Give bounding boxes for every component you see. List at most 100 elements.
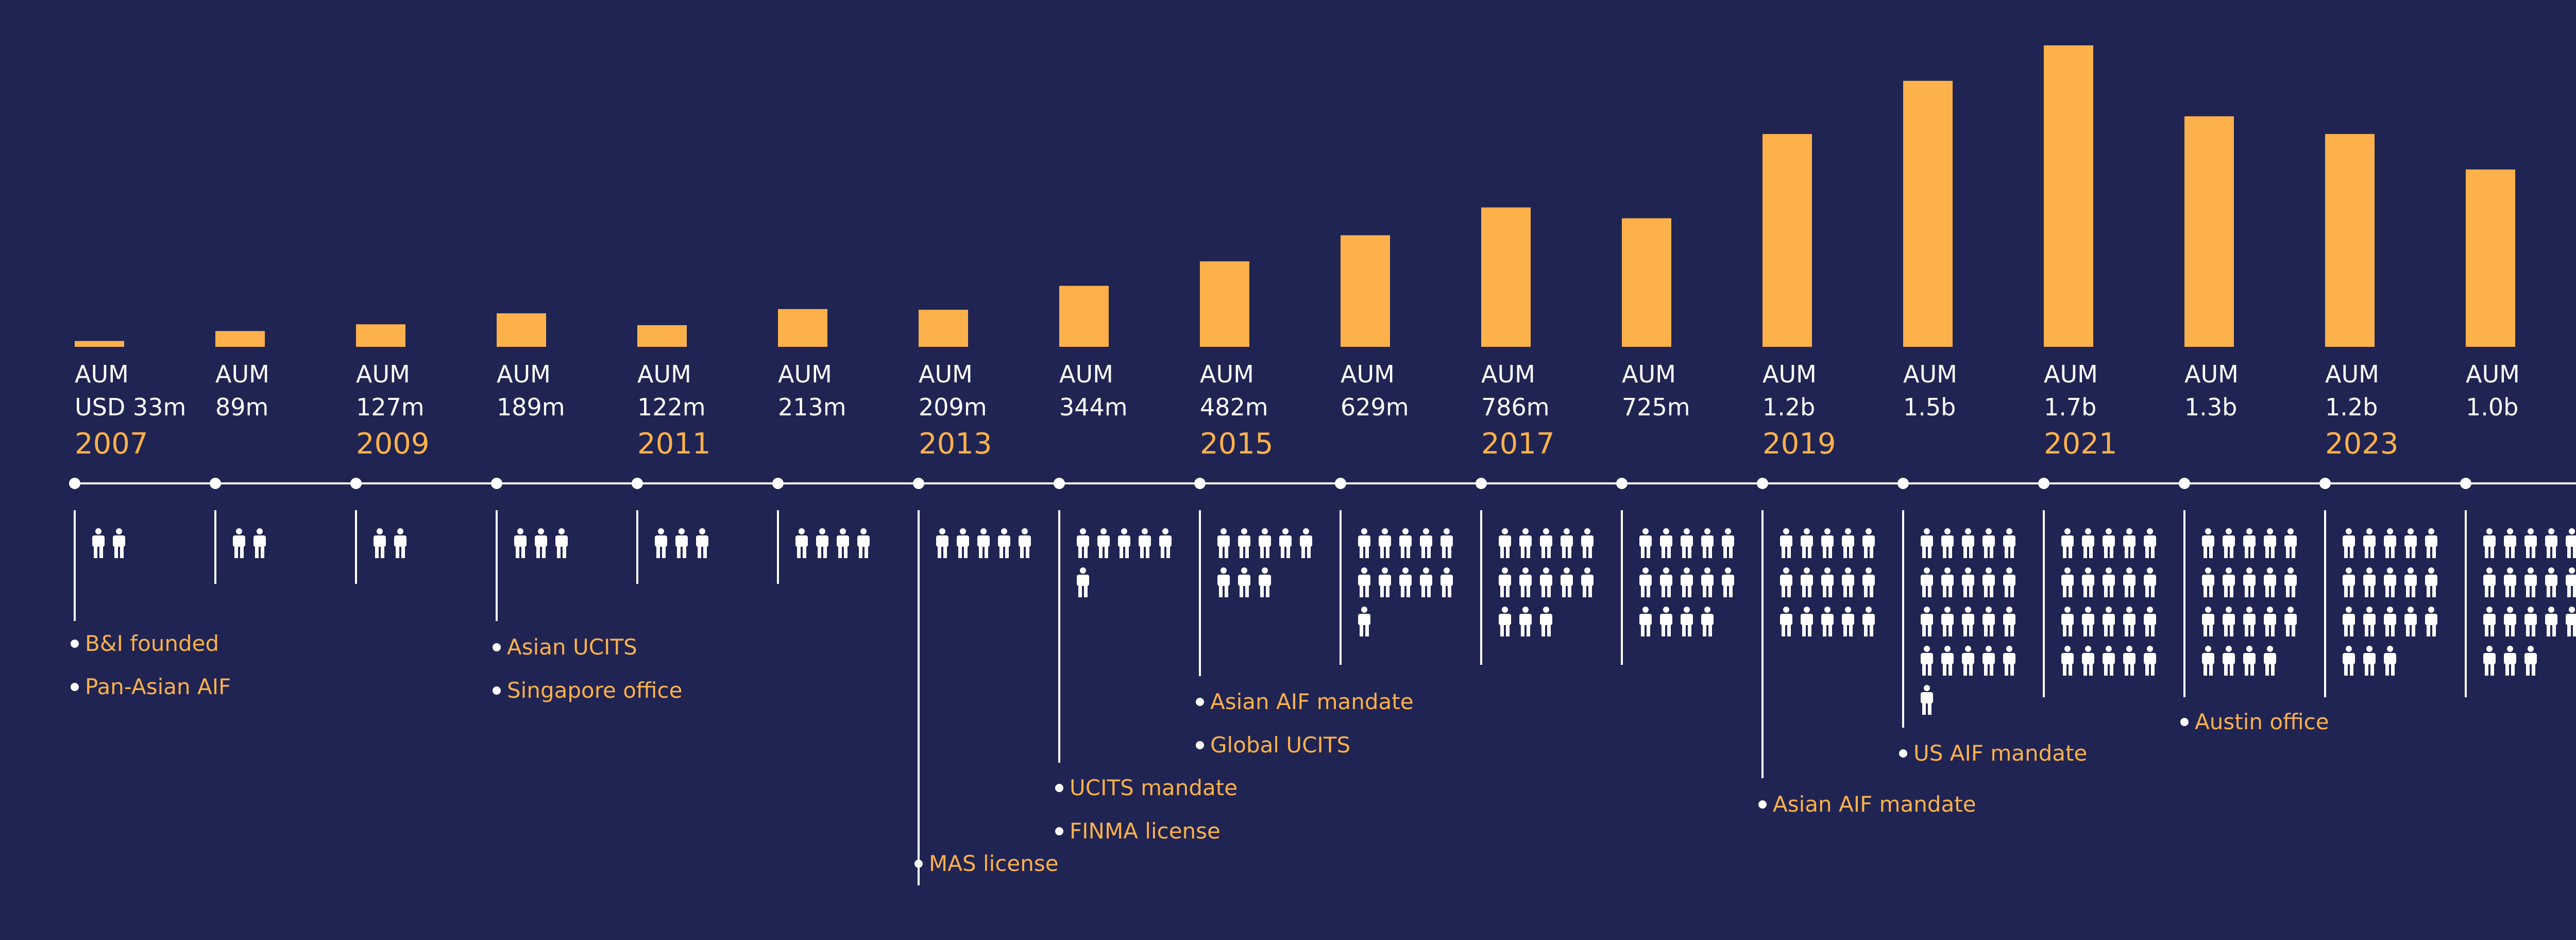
timeline-dot [491, 478, 502, 489]
person-icon [2284, 567, 2297, 597]
person-icon [2425, 607, 2437, 636]
bar-value-label: 344m [1059, 393, 1128, 421]
person-icon [2082, 646, 2094, 676]
person-icon [2061, 567, 2074, 597]
person-icon [1217, 528, 1230, 558]
bar-label-prefix: AUM [215, 360, 269, 388]
person-icon [2524, 646, 2537, 676]
person-icon [1399, 567, 1412, 597]
timeline-dot [1476, 478, 1487, 489]
person-icon [1259, 567, 1271, 597]
person-icon [2243, 607, 2256, 636]
person-icon [92, 528, 105, 558]
person-icon [1581, 567, 1594, 597]
bars-layer [75, 45, 2515, 347]
year-label: 2015 [1200, 427, 1274, 461]
person-icon [1499, 567, 1511, 597]
person-icon [1982, 567, 1995, 597]
person-icon [1962, 567, 1974, 597]
person-icon [977, 528, 990, 558]
person-icon [1300, 528, 1312, 558]
milestone-label: MAS license [929, 851, 1059, 876]
person-icon [1821, 607, 1834, 636]
person-icon [2504, 528, 2516, 558]
person-icon [555, 528, 568, 558]
person-icon [1941, 646, 1954, 676]
milestone-bullet [914, 860, 923, 868]
person-icon [1561, 528, 1573, 558]
person-icon [2061, 528, 2074, 558]
milestone-bullet [1196, 698, 1204, 706]
person-icon [1921, 528, 1933, 558]
bar-value-label: 786m [1481, 393, 1550, 421]
bar-label-prefix: AUM [637, 360, 691, 388]
person-icon [1921, 646, 1933, 676]
bar-2008 [215, 331, 265, 347]
person-icon [1862, 607, 1875, 636]
person-icon [1862, 567, 1875, 597]
timeline-dot [1194, 478, 1206, 489]
bar-value-label: 629m [1341, 393, 1409, 421]
person-icon [2202, 646, 2214, 676]
person-icon [2566, 528, 2576, 558]
person-icon [2264, 646, 2276, 676]
person-icon [2243, 528, 2256, 558]
person-icon [1821, 528, 1834, 558]
person-icon [1660, 528, 1672, 558]
person-icon [2144, 646, 2156, 676]
person-icon [2223, 646, 2235, 676]
bar-value-label: 1.0b [2466, 393, 2518, 421]
person-icon [1982, 646, 1995, 676]
person-icon [2404, 567, 2417, 597]
person-icon [1962, 528, 1974, 558]
timeline-dot [1897, 478, 1909, 489]
bar-label-prefix: AUM [1481, 360, 1535, 388]
person-icon [2103, 528, 2115, 558]
person-icon [1358, 567, 1370, 597]
person-icon [2384, 567, 2396, 597]
person-icon [2144, 528, 2156, 558]
bar-2017 [1481, 207, 1531, 347]
person-icon [1701, 607, 1714, 636]
person-icon [2363, 607, 2376, 636]
bar-label-prefix: AUM [778, 360, 832, 388]
person-icon [2202, 528, 2214, 558]
person-icon [1379, 528, 1391, 558]
milestone-label: Asian AIF mandate [1773, 792, 1976, 817]
person-icon [1238, 567, 1250, 597]
person-icon [2566, 607, 2576, 636]
person-icon [696, 528, 708, 558]
person-icon [1639, 567, 1652, 597]
person-icon [535, 528, 547, 558]
bar-2022 [2184, 116, 2234, 347]
person-icon [374, 528, 386, 558]
bar-label-prefix: AUM [2466, 360, 2520, 388]
person-icon [2483, 607, 2496, 636]
person-icon [1420, 528, 1432, 558]
person-icon [1780, 567, 1792, 597]
person-icon [795, 528, 808, 558]
person-icon [2243, 646, 2256, 676]
person-icon [1019, 528, 1031, 558]
person-icon [2223, 607, 2235, 636]
bar-value-label: 1.2b [2325, 393, 2378, 421]
bar-value-label: 213m [778, 393, 846, 421]
person-icon [1077, 567, 1089, 597]
person-icon [2223, 528, 2235, 558]
person-icon [2504, 607, 2516, 636]
person-icon [2363, 646, 2376, 676]
timeline-dot [2179, 478, 2190, 489]
milestone-label: Pan-Asian AIF [85, 674, 231, 699]
person-icon [2524, 567, 2537, 597]
year-label: 2011 [637, 427, 711, 461]
person-icon [2003, 528, 2015, 558]
person-icon [2404, 528, 2417, 558]
bar-value-label: 1.7b [2044, 393, 2096, 421]
person-icon [1701, 567, 1714, 597]
person-icon [2524, 528, 2537, 558]
person-icon [1780, 528, 1792, 558]
year-label: 2009 [356, 427, 430, 461]
person-icon [1499, 528, 1511, 558]
person-icon [2082, 607, 2094, 636]
